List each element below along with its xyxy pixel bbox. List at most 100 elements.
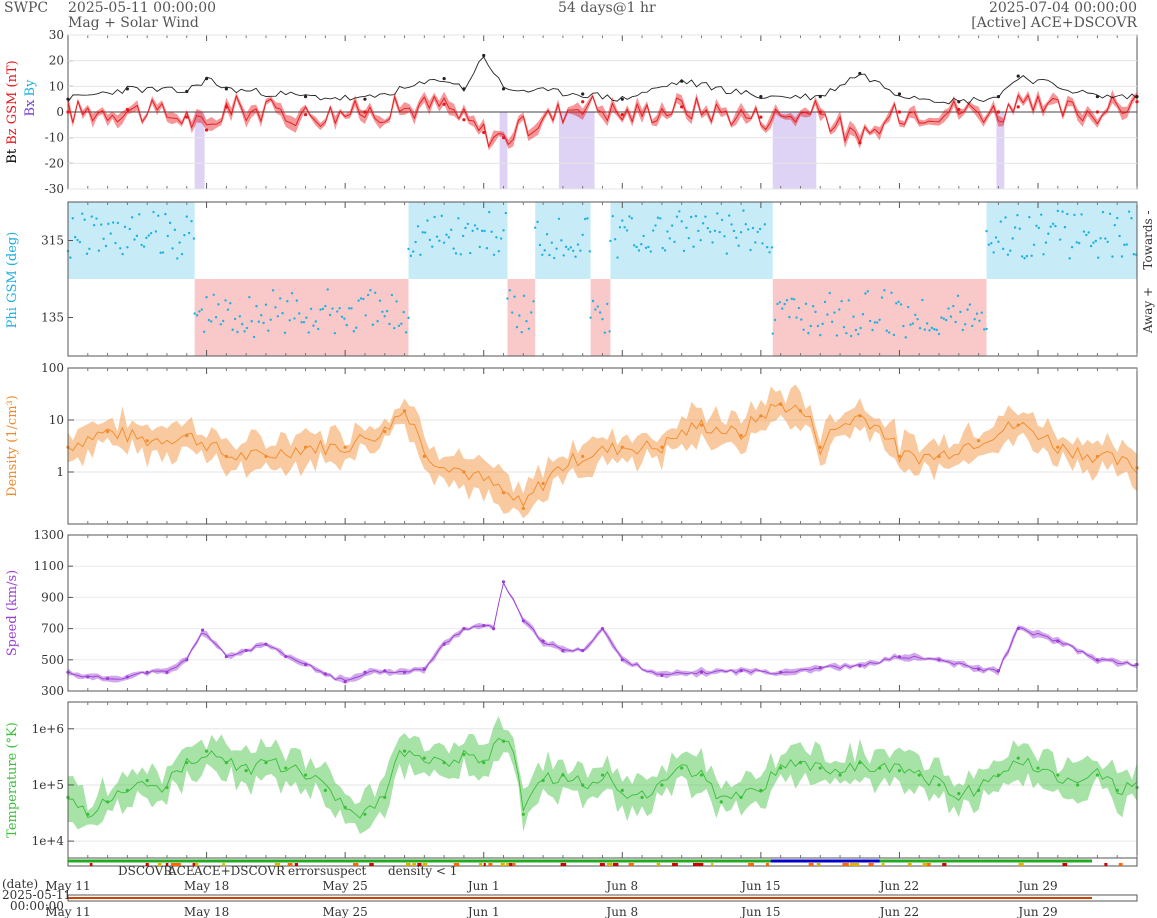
speed-series-point bbox=[264, 642, 268, 646]
phi-point bbox=[442, 241, 446, 244]
phi-point bbox=[1009, 249, 1012, 252]
temperature-series-point bbox=[541, 778, 545, 783]
bt-series-point bbox=[818, 95, 822, 99]
phi-point bbox=[555, 247, 558, 250]
phi-point bbox=[288, 319, 291, 322]
phi-point bbox=[71, 217, 74, 220]
temperature-series-point bbox=[996, 773, 1001, 777]
phi-point bbox=[871, 328, 874, 332]
start-time-label: 2025-05-11 00:00:00 bbox=[68, 0, 217, 16]
phi-point bbox=[635, 245, 638, 249]
phi-point bbox=[250, 320, 253, 323]
status-legend-3: error bbox=[288, 864, 320, 878]
phi-point bbox=[147, 234, 150, 237]
phi-point bbox=[347, 307, 351, 310]
phi-point bbox=[1063, 225, 1067, 229]
phi-point bbox=[661, 246, 664, 250]
phi-point bbox=[819, 333, 822, 337]
phi-point bbox=[878, 318, 881, 321]
phi-point bbox=[210, 320, 213, 323]
density-series-point bbox=[977, 439, 981, 443]
speed-series-point bbox=[699, 670, 704, 674]
phi-point bbox=[1004, 216, 1007, 219]
phi-point bbox=[416, 225, 420, 228]
phi-point bbox=[1056, 209, 1060, 213]
phi-point bbox=[97, 249, 101, 252]
phi-point bbox=[783, 302, 786, 306]
temperature-series-point bbox=[878, 766, 882, 770]
phi-point bbox=[1023, 257, 1026, 260]
phi-point bbox=[730, 223, 733, 226]
phi-point bbox=[388, 322, 391, 326]
x-tick-label: Jun 8 bbox=[604, 905, 638, 918]
temperature-series-point bbox=[264, 760, 268, 765]
bz-series-point bbox=[204, 128, 209, 132]
bz-south-shading bbox=[194, 112, 205, 189]
phi-point bbox=[1016, 213, 1019, 217]
phi-point bbox=[109, 232, 112, 235]
phi-point bbox=[935, 328, 938, 332]
phi-point bbox=[483, 229, 486, 233]
phi-point bbox=[914, 313, 917, 317]
phi-point bbox=[852, 315, 855, 318]
speed-series-point bbox=[492, 627, 496, 631]
phi-point bbox=[911, 322, 915, 325]
phi-point bbox=[616, 256, 619, 259]
temperature-series-point bbox=[442, 760, 446, 765]
density-series-point bbox=[145, 439, 149, 443]
bt-series-point bbox=[1095, 95, 1100, 99]
phi-point bbox=[324, 304, 327, 308]
phi-point bbox=[1073, 213, 1076, 217]
temperature-series-point bbox=[897, 769, 902, 773]
phi-point bbox=[423, 231, 427, 234]
temperature-series-point bbox=[1115, 788, 1119, 792]
status-flag-mark bbox=[612, 863, 619, 866]
phi-point bbox=[1111, 255, 1114, 258]
status-legend-2: ACE+DSCOVR bbox=[193, 864, 286, 878]
phi-point bbox=[1113, 224, 1117, 227]
speed-series-point bbox=[937, 658, 941, 662]
phi-point bbox=[711, 241, 714, 244]
temperature-series-point bbox=[363, 812, 367, 816]
phi-point bbox=[1120, 255, 1124, 258]
status-flag-mark bbox=[693, 863, 699, 866]
speed-y-tick-label: 500 bbox=[41, 653, 64, 667]
phi-point bbox=[202, 330, 206, 333]
density-series-point bbox=[699, 423, 704, 427]
density-series-point bbox=[581, 454, 585, 458]
status-flag-mark bbox=[274, 863, 281, 866]
status-flag-mark bbox=[843, 863, 849, 866]
phi-point bbox=[336, 310, 339, 313]
phi-point bbox=[649, 250, 653, 253]
phi-point bbox=[371, 323, 375, 326]
temperature-series-point bbox=[1095, 773, 1100, 777]
phi-point bbox=[81, 212, 84, 215]
bt-series-point bbox=[1135, 95, 1139, 99]
phi-point bbox=[317, 327, 320, 331]
bz-series-point bbox=[1095, 110, 1100, 114]
speed-series-point bbox=[343, 680, 347, 684]
phi-point bbox=[378, 299, 382, 302]
temperature-series-point bbox=[581, 783, 585, 787]
phi-point bbox=[1035, 224, 1038, 227]
phi-point bbox=[492, 253, 496, 256]
phi-point bbox=[168, 221, 172, 225]
phi-point bbox=[321, 307, 325, 311]
phi-point bbox=[685, 226, 688, 229]
speed-series-point bbox=[541, 639, 545, 643]
phi-point bbox=[435, 235, 439, 238]
status-flag-mark bbox=[288, 863, 292, 866]
temperature-y-axis-label: Temperature (°K) bbox=[5, 722, 20, 838]
phi-point bbox=[78, 240, 82, 244]
bt-series-point bbox=[224, 87, 228, 91]
temperature-y-tick-label: 1e+6 bbox=[32, 722, 64, 736]
speed-series-point bbox=[422, 667, 426, 671]
status-legend-0: DSCOVR bbox=[118, 864, 173, 878]
phi-point bbox=[276, 315, 280, 318]
phi-point bbox=[1101, 210, 1105, 214]
phi-point bbox=[102, 237, 105, 240]
phi-point bbox=[212, 293, 215, 296]
phi-point bbox=[601, 317, 604, 321]
phi-point bbox=[603, 331, 607, 334]
phi-point bbox=[586, 217, 589, 220]
